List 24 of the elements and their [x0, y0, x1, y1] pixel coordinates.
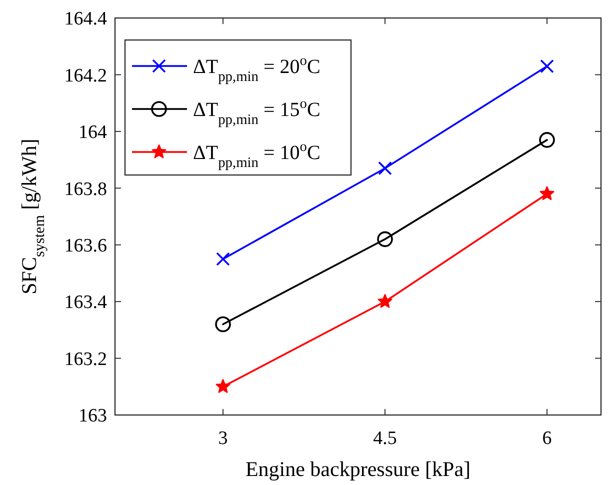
point — [378, 161, 392, 176]
y-tick-label: 164 — [78, 122, 108, 144]
y-tick-label: 163 — [78, 406, 107, 427]
y-tick-label: 163.4 — [64, 292, 108, 314]
point — [540, 59, 554, 74]
point — [377, 231, 393, 248]
point — [378, 294, 392, 308]
y-tick-label: 164.4 — [64, 8, 108, 30]
point — [216, 379, 230, 393]
point — [216, 252, 230, 266]
point — [540, 186, 554, 200]
legend-label: ΔT$_{pp,min}$ = 10$^{o}$C — [193, 139, 320, 171]
y-tick-label: 163.8 — [64, 178, 107, 200]
y-tick-label: 163.2 — [64, 348, 107, 370]
x-tick-label: 6 — [542, 428, 552, 449]
legend-label: ΔT$_{pp,min}$ = 15$^{o}$C — [193, 96, 320, 128]
point — [539, 132, 555, 148]
y-tick-label: 164.2 — [64, 65, 107, 86]
x-axis-title: Engine backpressure [kPa] — [245, 457, 471, 481]
legend-label: ΔT$_{pp,min}$ = 20$^{o}$C — [193, 53, 320, 85]
y-tick-label: 163.6 — [64, 236, 107, 257]
point — [215, 316, 231, 332]
x-tick-label: 3 — [218, 428, 228, 449]
x-tick-label: 4.5 — [373, 428, 397, 449]
